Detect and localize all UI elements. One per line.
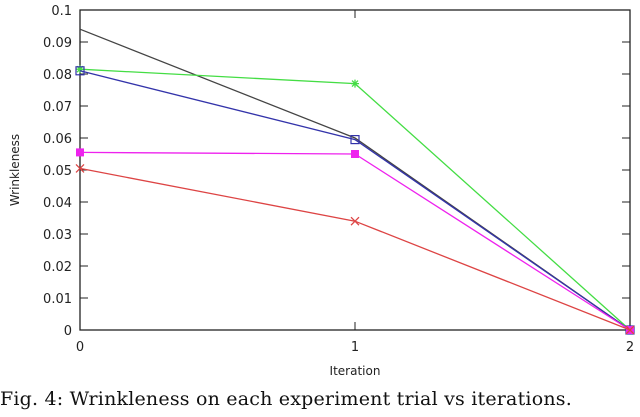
marker-x xyxy=(625,325,635,335)
x-axis-ticks: 0 1 2 xyxy=(76,10,634,355)
series-trial-green xyxy=(76,65,634,334)
y-tick-label: 0.02 xyxy=(43,260,72,275)
marker-x xyxy=(75,163,85,173)
marker-filled-square xyxy=(351,150,359,158)
series-trial-magenta xyxy=(76,148,634,334)
y-axis-ticks: 0 0.01 0.02 0.03 0.04 0.05 0.06 0.07 0.08 0.09 0.1 xyxy=(43,4,630,339)
x-tick-label: 1 xyxy=(351,340,359,355)
series-trial-black xyxy=(79,28,631,331)
y-axis-label: Wrinkleness xyxy=(8,134,22,206)
y-tick-label: 0.08 xyxy=(43,68,72,83)
series-trial-red xyxy=(75,163,635,335)
marker-filled-square xyxy=(76,148,84,157)
y-tick-label: 0.1 xyxy=(51,4,72,19)
y-tick-label: 0.04 xyxy=(43,196,72,211)
x-tick-label: 0 xyxy=(76,340,84,355)
plot-frame xyxy=(79,9,631,331)
marker-open-square xyxy=(75,66,85,76)
marker-star xyxy=(351,79,359,88)
y-tick-label: 0.03 xyxy=(43,228,72,243)
data-series xyxy=(75,28,635,335)
figure-caption: Fig. 4: Wrinkleness on each experiment t… xyxy=(0,388,572,410)
x-axis-label: Iteration xyxy=(330,364,381,378)
line-chart: 0 0.01 0.02 0.03 0.04 0.05 0.06 0.07 0.08 0.09 0.1… xyxy=(8,4,635,378)
y-tick-label: 0.01 xyxy=(43,292,72,307)
y-tick-label: 0.07 xyxy=(43,100,72,115)
marker-open-square xyxy=(350,135,360,145)
marker-star xyxy=(76,65,84,74)
x-tick-label: 2 xyxy=(626,340,634,355)
y-tick-label: 0.06 xyxy=(43,132,72,147)
y-tick-label: 0.09 xyxy=(43,36,72,51)
y-tick-label: 0 xyxy=(64,324,72,339)
marker-x xyxy=(350,216,360,226)
series-trial-blue xyxy=(75,66,635,335)
y-tick-label: 0.05 xyxy=(43,164,72,179)
